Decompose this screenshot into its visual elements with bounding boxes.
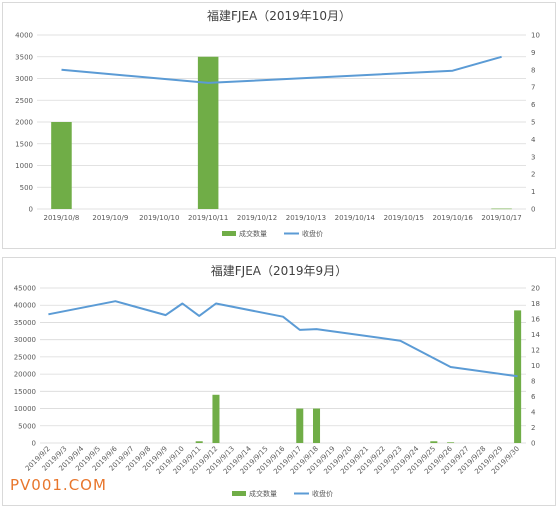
y2-tick-label: 18 bbox=[531, 300, 540, 308]
chart-panel-september: 福建FJEA（2019年9月） 0 5000 10000 15000 20000 2500… bbox=[2, 257, 556, 506]
y-tick-label: 3000 bbox=[15, 75, 33, 83]
y-tick-label: 4000 bbox=[15, 32, 33, 40]
legend-label-price: 收盘价 bbox=[312, 489, 333, 498]
x-tick-label: 2019/10/12 bbox=[237, 214, 277, 222]
y-tick-label: 1000 bbox=[15, 162, 33, 170]
y-tick-label: 500 bbox=[20, 184, 33, 192]
y-tick-label: 15000 bbox=[14, 388, 36, 396]
x-tick-label: 2019/10/17 bbox=[481, 214, 521, 222]
bar-volume bbox=[195, 441, 203, 443]
y2-tick-label: 4 bbox=[531, 409, 536, 417]
y-tick-label: 2500 bbox=[15, 97, 33, 105]
bar-volume bbox=[514, 310, 522, 443]
bar-volume bbox=[197, 56, 219, 209]
y-tick-label: 25000 bbox=[14, 353, 36, 361]
y-tick-label: 0 bbox=[29, 206, 33, 214]
chart-title: 福建FJEA（2019年10月） bbox=[207, 8, 351, 23]
legend-swatch-bar bbox=[232, 491, 246, 496]
y2-tick-label: 5 bbox=[531, 119, 535, 127]
line-close-price bbox=[61, 55, 502, 84]
y2-tick-label: 1 bbox=[531, 188, 535, 196]
bar-volume bbox=[212, 394, 220, 443]
y2-tick-label: 6 bbox=[531, 393, 536, 401]
y2-tick-label: 16 bbox=[531, 316, 540, 324]
y-tick-label: 40000 bbox=[14, 302, 36, 310]
legend-label-price: 收盘价 bbox=[302, 229, 323, 238]
bar-volume bbox=[447, 442, 455, 443]
x-tick-label: 2019/10/8 bbox=[43, 214, 79, 222]
y-tick-label: 1500 bbox=[15, 140, 33, 148]
y-tick-label: 35000 bbox=[14, 319, 36, 327]
y2-tick-label: 9 bbox=[531, 49, 535, 57]
y2-tick-label: 10 bbox=[531, 362, 540, 370]
y-tick-label: 3500 bbox=[15, 53, 33, 61]
x-tick-label: 2019/10/13 bbox=[286, 214, 326, 222]
y2-tick-label: 0 bbox=[531, 440, 535, 448]
y-tick-label: 5000 bbox=[18, 422, 36, 430]
chart-october: 福建FJEA（2019年10月） 0 500 1000 1500 2000 2500 300… bbox=[15, 8, 540, 238]
y2-tick-label: 12 bbox=[531, 347, 540, 355]
y-tick-label: 45000 bbox=[14, 285, 36, 293]
y2-tick-label: 2 bbox=[531, 424, 535, 432]
y2-tick-label: 8 bbox=[531, 378, 535, 386]
x-tick-label: 2019/10/15 bbox=[384, 214, 424, 222]
chart-panel-october: 福建FJEA（2019年10月） 0 500 1000 1500 2000 2500 300… bbox=[2, 2, 556, 249]
y2-tick-label: 14 bbox=[531, 331, 540, 339]
y-tick-label: 30000 bbox=[14, 336, 36, 344]
bar-volume bbox=[430, 441, 438, 443]
x-tick-label: 2019/10/14 bbox=[335, 214, 376, 222]
y-tick-label: 10000 bbox=[14, 405, 36, 413]
x-tick-label: 2019/10/11 bbox=[188, 214, 228, 222]
chart-title: 福建FJEA（2019年9月） bbox=[211, 263, 347, 278]
legend-swatch-bar bbox=[222, 231, 236, 236]
watermark: PV001.COM bbox=[10, 476, 107, 494]
bar-volume bbox=[491, 208, 512, 210]
x-tick-label: 2019/10/16 bbox=[432, 214, 473, 222]
x-tick-label: 2019/10/10 bbox=[139, 214, 179, 222]
y2-tick-label: 3 bbox=[531, 153, 535, 161]
line-close-price bbox=[48, 300, 518, 378]
y2-tick-label: 7 bbox=[531, 84, 535, 92]
y2-tick-label: 2 bbox=[531, 171, 535, 179]
y2-tick-label: 4 bbox=[531, 136, 536, 144]
x-tick-label: 2019/10/9 bbox=[92, 214, 128, 222]
y2-tick-label: 10 bbox=[531, 32, 540, 40]
y2-tick-label: 8 bbox=[531, 66, 535, 74]
bar-volume bbox=[51, 122, 72, 209]
y-tick-label: 20000 bbox=[14, 371, 36, 379]
bar-volume bbox=[312, 408, 321, 443]
y2-tick-label: 20 bbox=[531, 285, 540, 293]
y2-tick-label: 0 bbox=[531, 206, 535, 214]
legend-label-volume: 成交数量 bbox=[239, 229, 267, 238]
y2-tick-label: 6 bbox=[531, 101, 536, 109]
bar-volume bbox=[296, 408, 304, 443]
legend-label-volume: 成交数量 bbox=[249, 489, 277, 498]
chart-september: 福建FJEA（2019年9月） 0 5000 10000 15000 20000 2500… bbox=[14, 263, 541, 498]
y-tick-label: 2000 bbox=[15, 119, 33, 127]
y-tick-label: 0 bbox=[32, 440, 36, 448]
